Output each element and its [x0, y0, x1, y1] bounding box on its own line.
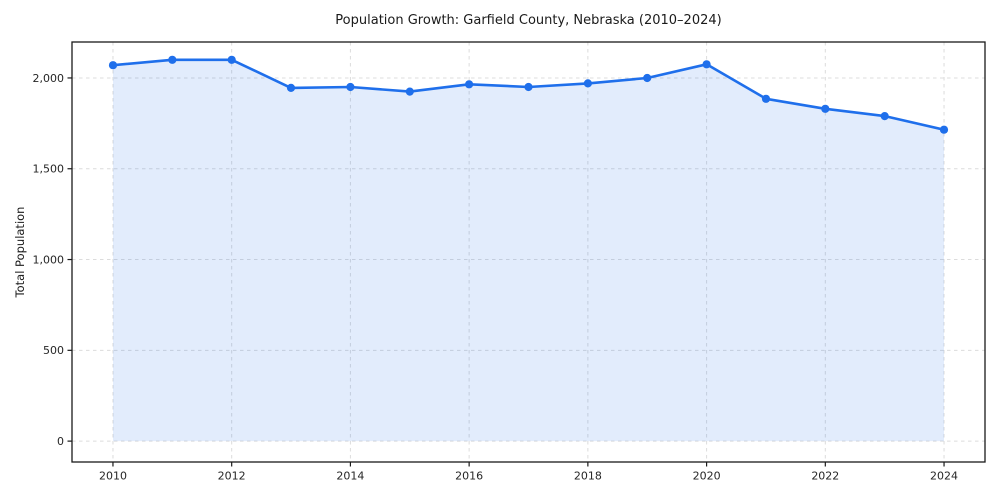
data-point-2014: [346, 82, 355, 92]
x-tick-label: 2014: [336, 470, 364, 483]
data-point-2024: [939, 125, 949, 134]
data-point-2018: [583, 79, 593, 88]
data-point-2013: [286, 83, 296, 92]
data-point-2016: [465, 80, 474, 89]
area-fill: [113, 59, 944, 442]
x-tick-label: 2018: [574, 470, 602, 483]
data-point-2022: [821, 104, 830, 113]
y-tick-label: 500: [43, 344, 64, 357]
data-point-2019: [643, 73, 652, 83]
data-point-2015: [405, 87, 414, 96]
x-tick-label: 2022: [811, 470, 839, 483]
data-point-2021: [761, 94, 771, 103]
data-point-2023: [880, 112, 889, 121]
y-tick-label: 2,000: [33, 72, 65, 85]
chart-title: Population Growth: Garfield County, Nebr…: [335, 13, 722, 28]
data-point-2010: [108, 61, 118, 70]
x-tick-label: 2010: [99, 470, 127, 483]
data-point-2011: [168, 55, 177, 64]
x-tick-label: 2016: [455, 470, 483, 483]
plot-border: [71, 41, 986, 463]
y-tick-label: 1,500: [33, 163, 65, 176]
x-tick-label: 2024: [930, 470, 958, 483]
data-point-2012: [227, 55, 236, 64]
data-point-2020: [702, 60, 711, 69]
x-tick-label: 2012: [218, 470, 246, 483]
data-point-2017: [524, 82, 533, 92]
y-tick-label: 0: [57, 435, 64, 448]
y-tick-label: 1,000: [33, 253, 65, 266]
x-tick-label: 2020: [693, 470, 721, 483]
